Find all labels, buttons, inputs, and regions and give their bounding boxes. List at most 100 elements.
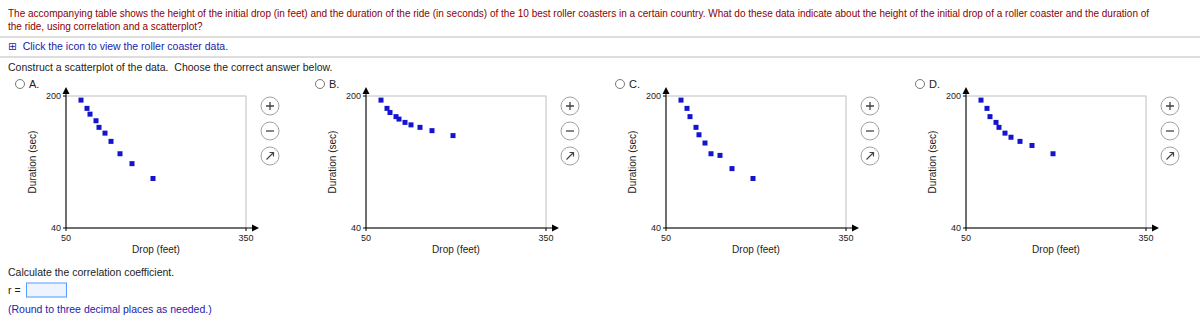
icon-glyph	[1167, 153, 1174, 160]
point	[88, 112, 93, 117]
point	[679, 98, 684, 103]
x-axis-label: Drop (feet)	[132, 244, 180, 255]
radio-button[interactable]	[616, 80, 625, 89]
x-axis	[366, 228, 554, 229]
zoom-out-icon[interactable]	[561, 122, 579, 140]
radio-button[interactable]	[316, 80, 325, 89]
x-tick	[846, 228, 847, 231]
icon-circle	[561, 122, 579, 140]
open-icon[interactable]	[1161, 147, 1179, 165]
point	[688, 114, 693, 119]
point	[1030, 143, 1035, 148]
answer-input[interactable]	[26, 283, 66, 297]
icon-circle	[261, 147, 279, 165]
x-axis	[966, 228, 1154, 229]
scatter-chart: A.5035040200Drop (feet)Duration (sec)	[16, 78, 280, 255]
point	[730, 166, 735, 171]
y-tick	[63, 96, 66, 97]
point	[379, 98, 384, 103]
zoom-out-icon[interactable]	[261, 122, 279, 140]
icon-glyph	[266, 102, 274, 110]
icon-glyph	[866, 102, 874, 110]
radio-button[interactable]	[16, 80, 25, 89]
axis-arrow	[963, 87, 970, 94]
axis-arrow	[663, 87, 670, 94]
y-axis-label: Duration (sec)	[27, 131, 38, 194]
x-tick-label: 50	[661, 233, 671, 243]
separator	[0, 57, 1200, 58]
y-tick-label: 40	[351, 223, 361, 233]
open-icon[interactable]	[261, 147, 279, 165]
open-icon[interactable]	[561, 147, 579, 165]
x-tick-label: 350	[1138, 233, 1153, 243]
point	[130, 161, 135, 166]
point	[397, 117, 402, 122]
x-tick	[246, 228, 247, 231]
zoom-out-icon[interactable]	[1161, 122, 1179, 140]
x-tick-label: 350	[238, 233, 253, 243]
zoom-in-icon[interactable]	[561, 97, 579, 115]
zoom-in-icon[interactable]	[861, 97, 879, 115]
x-axis	[666, 228, 854, 229]
scatter-chart: D.5035040200Drop (feet)Duration (sec)	[916, 78, 1180, 255]
point	[403, 120, 408, 125]
point	[85, 106, 90, 111]
axis-arrow	[1152, 225, 1159, 232]
y-tick	[663, 96, 666, 97]
y-axis-label: Duration (sec)	[927, 131, 938, 194]
point	[97, 125, 102, 130]
axis-arrow	[852, 225, 859, 232]
icon-glyph	[867, 153, 874, 160]
y-tick-label: 200	[46, 91, 61, 101]
point	[79, 98, 84, 103]
point	[1018, 139, 1023, 144]
y-tick-label: 40	[651, 223, 661, 233]
y-axis	[666, 92, 667, 228]
icon-glyph	[567, 153, 574, 160]
points	[379, 98, 456, 138]
radio-button[interactable]	[916, 80, 925, 89]
x-axis-label: Drop (feet)	[432, 244, 480, 255]
point	[685, 106, 690, 111]
x-tick-label: 50	[961, 233, 971, 243]
icon-circle	[561, 97, 579, 115]
icon-circle	[861, 147, 879, 165]
icon-glyph	[266, 130, 274, 131]
icon-glyph	[866, 130, 874, 131]
icon-circle	[1161, 97, 1179, 115]
axis-arrow	[63, 87, 70, 94]
point	[418, 125, 423, 130]
instruction: Calculate the correlation coefficient.	[8, 266, 174, 278]
axis-arrow	[552, 225, 559, 232]
point	[979, 98, 984, 103]
axis-arrow	[252, 225, 259, 232]
link-text[interactable]: ⊞ Click the icon to view the roller coas…	[8, 40, 228, 52]
icon-glyph	[267, 153, 274, 160]
point	[994, 120, 999, 125]
point	[988, 114, 993, 119]
zoom-in-icon[interactable]	[261, 97, 279, 115]
y-axis-label: Duration (sec)	[327, 131, 338, 194]
x-tick-label: 350	[838, 233, 853, 243]
zoom-out-icon[interactable]	[861, 122, 879, 140]
points	[79, 98, 156, 181]
option-label: A.	[29, 78, 39, 90]
points	[679, 98, 756, 181]
point	[985, 106, 990, 111]
open-icon[interactable]	[861, 147, 879, 165]
icon-glyph	[566, 102, 574, 110]
icon-circle	[1161, 122, 1179, 140]
icon-glyph	[566, 130, 574, 131]
y-axis	[366, 92, 367, 228]
y-tick-label: 40	[951, 223, 961, 233]
plot-frame	[66, 96, 246, 228]
plot-frame	[966, 96, 1146, 228]
background	[0, 0, 1200, 326]
point	[694, 125, 699, 130]
subtitle: the ride, using correlation and a scatte…	[8, 21, 203, 32]
point	[151, 176, 156, 181]
zoom-in-icon[interactable]	[1161, 97, 1179, 115]
y-tick-label: 200	[646, 91, 661, 101]
note: (Round to three decimal places as needed…	[8, 303, 212, 315]
x-tick-label: 50	[361, 233, 371, 243]
